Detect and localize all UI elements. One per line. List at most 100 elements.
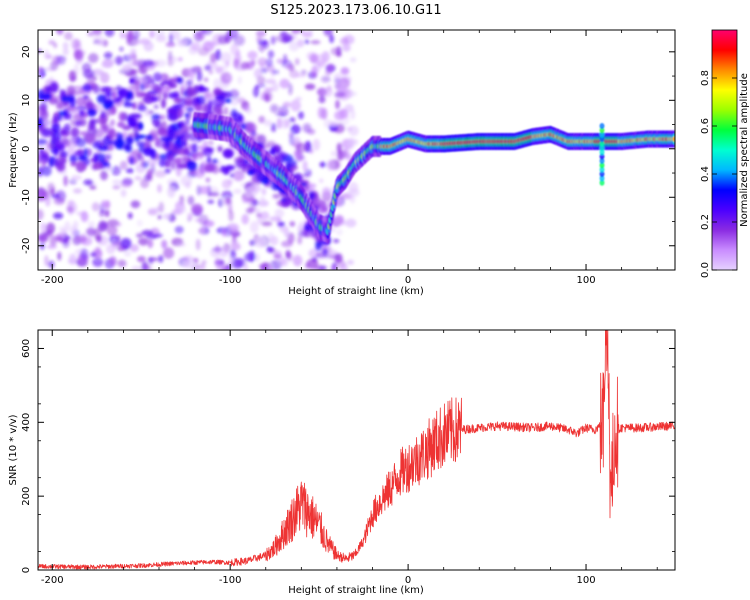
spectrogram-band-speck: [187, 86, 195, 98]
spectrogram-noise-speck: [237, 76, 242, 85]
spectrogram-band-speck: [181, 125, 190, 132]
spectrogram-noise-speck: [237, 97, 246, 104]
spectrogram-noise-speck: [242, 196, 248, 204]
spectrogram-noise-speck: [326, 159, 335, 171]
spectrogram-noise-speck: [190, 41, 201, 52]
spectrogram-band-speck: [45, 86, 51, 93]
spectrogram-noise-speck: [230, 43, 239, 56]
spectrogram-noise-speck: [165, 41, 176, 48]
spectrogram-noise-speck: [334, 110, 345, 121]
spectrogram-noise-speck: [120, 238, 132, 250]
spectrogram-noise-speck: [112, 184, 121, 190]
spectrogram-band-speck: [175, 135, 181, 145]
spectrogram-x-ticks: -200 -100 0 100: [41, 30, 658, 286]
spectrogram-band-speck: [138, 144, 145, 153]
spectrogram-noise-speck: [119, 160, 128, 170]
spectrogram-noise-speck: [196, 71, 203, 82]
spectrogram-noise-speck: [195, 238, 201, 251]
spectrogram-noise-speck: [298, 221, 303, 232]
spectrogram-band-speck: [317, 209, 328, 214]
spectrogram-noise-speck: [350, 91, 358, 97]
spectrogram-band-speck: [148, 83, 159, 90]
spectrogram-noise-speck: [340, 262, 348, 270]
spectrogram-noise-speck: [130, 200, 141, 209]
spectrogram-noise-speck: [279, 78, 290, 89]
spectrogram-band-speck: [286, 159, 297, 168]
spectrogram-band-speck: [82, 84, 93, 92]
spectrogram-noise-speck: [174, 225, 184, 234]
spectrogram-noise-speck: [58, 226, 68, 232]
spectrogram-band-speck: [38, 138, 48, 145]
snr-x-axis-title: Height of straight line (km): [288, 585, 424, 596]
spectrogram-band-speck: [40, 110, 49, 121]
snr-panel: -200 -100 0 100 0 200 400 600 Height of straig…: [8, 329, 676, 596]
spectrogram-noise-speck: [92, 257, 104, 267]
spectrogram-noise-speck: [221, 228, 227, 237]
spectrogram-noise-speck: [119, 46, 124, 52]
spectrogram-noise-speck: [270, 35, 276, 45]
spectrogram-noise-speck: [323, 30, 333, 37]
spectrogram-noise-speck: [290, 99, 301, 112]
spectrogram-noise-speck: [230, 239, 240, 248]
spectrogram-noise-speck: [251, 59, 256, 66]
spectrogram-band-speck: [96, 117, 108, 124]
spectrogram-noise-speck: [259, 196, 266, 201]
snr-series-line: [38, 330, 675, 570]
spectrogram-noise-speck: [340, 149, 348, 159]
snr-x-tick-label: 100: [576, 575, 595, 586]
spectrogram-noise-speck: [120, 179, 133, 188]
spectrogram-noise-speck: [191, 66, 203, 74]
spectrogram-noise-speck: [148, 110, 155, 115]
spectrogram-noise-speck: [205, 41, 218, 47]
spectrogram-noise-speck: [348, 138, 359, 146]
spectrogram-noise-speck: [197, 31, 203, 39]
spectrogram-noise-speck: [336, 52, 342, 57]
spectrogram-band-speck: [38, 116, 43, 128]
spectrogram-noise-speck: [98, 220, 108, 232]
spectrogram-noise-speck: [256, 215, 264, 225]
snr-x-ticks: -200 -100 0 100: [41, 330, 658, 586]
spectrogram-noise-speck: [92, 30, 102, 36]
spectrogram-band-speck: [87, 108, 96, 118]
spectrogram-noise-speck: [176, 242, 187, 247]
snr-y-tick-label: 0: [21, 567, 32, 573]
spectrogram-noise-speck: [123, 250, 132, 257]
spectrogram-noise-speck: [312, 138, 321, 151]
spectrogram-noise-speck: [289, 117, 296, 123]
spectrogram-noise-speck: [264, 87, 275, 92]
spectrogram-noise-speck: [228, 210, 234, 222]
spectrogram-noise-speck: [68, 70, 77, 82]
spectrogram-spike-speck: [599, 166, 605, 173]
spectrogram-noise-speck: [256, 36, 263, 42]
spectrogram-band-speck: [159, 136, 168, 142]
spectrogram-noise-speck: [324, 69, 332, 76]
spectrogram-noise-speck: [94, 249, 103, 261]
spectrogram-noise-speck: [217, 35, 228, 45]
spectrogram-noise-speck: [43, 49, 50, 59]
spectrogram-band-speck: [223, 106, 229, 116]
spectrogram-marks: [38, 30, 675, 270]
spectrogram-band-speck: [92, 141, 102, 149]
spectrogram-noise-speck: [310, 40, 321, 45]
spectrogram-band-speck: [122, 125, 132, 131]
spectrogram-noise-speck: [153, 233, 163, 238]
spectrogram-noise-speck: [318, 178, 324, 184]
spectrogram-noise-speck: [120, 189, 127, 198]
spectrogram-band-speck: [167, 153, 175, 163]
spectrogram-noise-speck: [225, 197, 232, 205]
spectrogram-band-speck: [128, 117, 138, 128]
spectrogram-noise-speck: [47, 182, 55, 195]
spectrogram-noise-speck: [57, 251, 62, 261]
spectrogram-noise-speck: [288, 41, 300, 52]
spectrogram-noise-speck: [53, 212, 64, 220]
spectrogram-band-speck: [151, 114, 161, 120]
spectrogram-band-speck: [102, 137, 112, 147]
snr-frame: [37, 329, 676, 571]
spectrogram-band-speck: [201, 100, 207, 106]
spectrogram-band-speck: [150, 96, 159, 102]
spectrogram-band-speck: [198, 85, 206, 93]
spectrogram-noise-speck: [157, 215, 162, 220]
spectrogram-ridge-core: [672, 136, 675, 142]
spectrogram-noise-speck: [277, 221, 285, 227]
spectrogram-noise-speck: [149, 30, 155, 39]
